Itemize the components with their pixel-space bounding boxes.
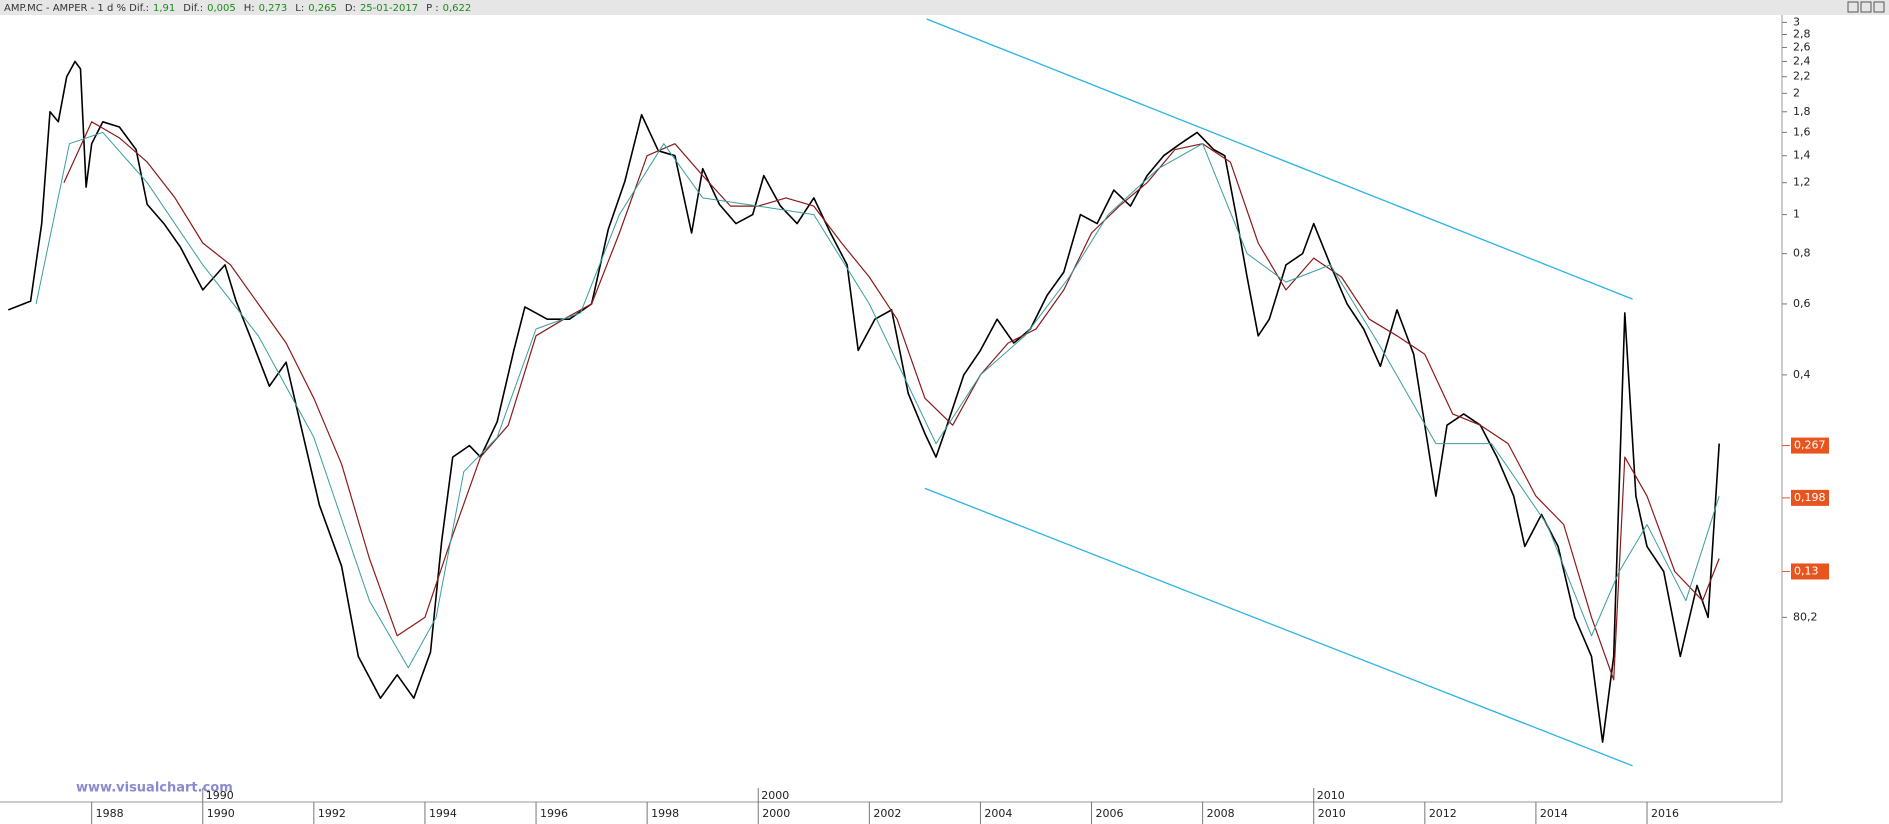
header-label: D:	[345, 3, 356, 14]
x-tick-label: 1994	[429, 807, 457, 820]
y-tick-label: 1,8	[1793, 105, 1811, 118]
y-tick-label: 1,4	[1793, 149, 1811, 162]
x-tick-label: 2010	[1318, 807, 1346, 820]
x-tick-label: 1996	[540, 807, 568, 820]
y-tick-label: 3	[1793, 15, 1800, 28]
header-bar	[0, 0, 1889, 15]
header-value: 0,005	[207, 3, 236, 14]
y-tick-label: 0,4	[1793, 368, 1811, 381]
x-tick-label: 2012	[1429, 807, 1457, 820]
header-label: H:	[244, 3, 255, 14]
x-tick-label: 2002	[873, 807, 901, 820]
series-line	[924, 487, 1633, 767]
header-label: Dif.:	[183, 3, 203, 14]
series-line	[63, 121, 1720, 681]
price-label: 0,13	[1794, 564, 1819, 577]
era-tick-label: 2000	[761, 789, 789, 802]
y-tick-label: 2	[1793, 86, 1800, 99]
header-value: 0,265	[308, 3, 337, 14]
series-line	[35, 131, 1720, 669]
header-label: AMP.MC - AMPER - 1 d % Dif.:	[4, 3, 149, 14]
x-tick-label: 1992	[318, 807, 346, 820]
header-value: 0,622	[443, 3, 472, 14]
y-tick-label: 80,2	[1793, 610, 1818, 623]
window-buttons[interactable]	[1847, 1, 1885, 13]
x-tick-label: 2016	[1651, 807, 1679, 820]
header-label: L:	[295, 3, 304, 14]
x-tick-label: 1998	[651, 807, 679, 820]
y-tick-label: 2,8	[1793, 27, 1811, 40]
price-label-box	[1791, 489, 1829, 506]
header-value: 0,273	[259, 3, 288, 14]
header: AMP.MC - AMPER - 1 d % Dif.: 1,91 Dif.: 0,0…	[4, 3, 471, 14]
watermark: www.visualchart.com	[76, 781, 233, 796]
x-tick-label: 2014	[1540, 807, 1568, 820]
y-tick-label: 1,6	[1793, 125, 1811, 138]
y-tick-label: 2,2	[1793, 70, 1811, 83]
x-tick-label: 1990	[207, 807, 235, 820]
series-line	[926, 18, 1633, 300]
close-button[interactable]	[1873, 1, 1885, 13]
price-label-box	[1791, 563, 1829, 580]
header-value: 25-01-2017	[360, 3, 418, 14]
era-tick-label: 2010	[1317, 789, 1345, 802]
series-line	[8, 60, 1720, 743]
price-label: 0,198	[1794, 491, 1826, 504]
price-label-box	[1791, 437, 1829, 454]
y-tick-label: 1	[1793, 208, 1800, 221]
x-tick-label: 2000	[762, 807, 790, 820]
x-tick-label: 2004	[984, 807, 1012, 820]
price-label: 0,267	[1794, 439, 1826, 452]
x-tick-label: 2006	[1096, 807, 1124, 820]
x-tick-label: 1988	[96, 807, 124, 820]
y-tick-label: 1,2	[1793, 176, 1811, 189]
era-tick-label: 1990	[206, 789, 234, 802]
y-tick-label: 0,8	[1793, 247, 1811, 260]
minimize-button[interactable]	[1847, 1, 1859, 13]
y-tick-label: 2,4	[1793, 54, 1811, 67]
x-tick-label: 2008	[1207, 807, 1235, 820]
header-label: P :	[426, 3, 439, 14]
maximize-button[interactable]	[1860, 1, 1872, 13]
y-tick-label: 2,6	[1793, 40, 1811, 53]
header-value: 1,91	[153, 3, 175, 14]
y-tick-label: 0,6	[1793, 297, 1811, 310]
